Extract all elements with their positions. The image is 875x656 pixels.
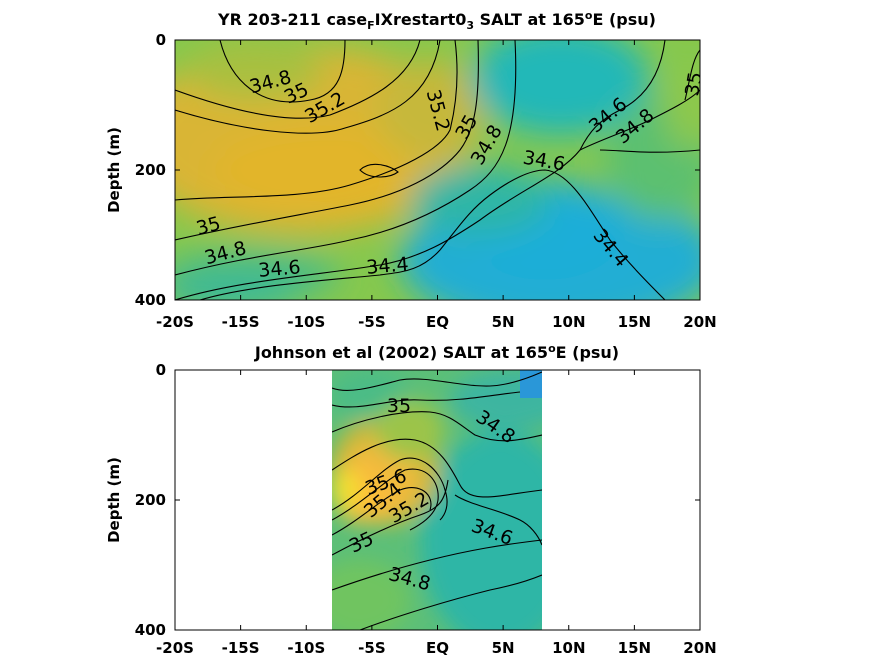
top-contour-label: 34.6 — [257, 256, 301, 282]
bottom-salinity-field: 35 34.8 35.6 35.4 35.2 35 34.6 34.8 — [332, 370, 542, 630]
x-tick-label: -10S — [287, 639, 325, 656]
top-salinity-field: 34.8 35 35.2 35.2 35 34.8 34.6 34.6 34.8… — [175, 40, 707, 300]
y-tick-label: 400 — [135, 621, 166, 639]
x-tick-label: 10N — [552, 313, 585, 331]
bottom-chart-title: Johnson et al (2002) SALT at 165oE (psu) — [254, 342, 619, 362]
x-tick-label: -15S — [222, 313, 260, 331]
bottom-y-axis-label: Depth (m) — [105, 457, 123, 543]
x-tick-label: -20S — [156, 639, 194, 656]
bottom-axis-ticks — [174, 369, 701, 631]
bottom-contour-label: 35 — [387, 395, 411, 417]
x-tick-label: 5N — [492, 639, 515, 656]
x-tick-label: EQ — [426, 639, 449, 656]
y-tick-label: 200 — [135, 161, 166, 179]
top-x-tick-labels: -20S -15S -10S -5S EQ 5N 10N 15N 20N — [156, 313, 717, 331]
x-tick-label: 20N — [683, 313, 716, 331]
x-tick-label: 5N — [492, 313, 515, 331]
x-tick-label: 15N — [618, 639, 651, 656]
top-chart-title: YR 203-211 caseFIXrestart03 SALT at 165o… — [217, 9, 656, 32]
x-tick-label: 20N — [683, 639, 716, 656]
x-tick-label: 10N — [552, 639, 585, 656]
x-tick-label: -15S — [222, 639, 260, 656]
y-tick-label: 200 — [135, 491, 166, 509]
top-axis-ticks — [174, 39, 701, 301]
y-tick-label: 0 — [156, 31, 166, 49]
x-tick-label: -20S — [156, 313, 194, 331]
top-contour-label: 34.4 — [365, 253, 409, 279]
top-y-axis-label: Depth (m) — [105, 127, 123, 213]
top-y-tick-labels: 0 200 400 — [135, 31, 166, 309]
bottom-contours — [332, 371, 542, 630]
x-tick-label: -10S — [287, 313, 325, 331]
bottom-x-tick-labels: -20S -15S -10S -5S EQ 5N 10N 15N 20N — [156, 639, 717, 656]
y-tick-label: 0 — [156, 361, 166, 379]
x-tick-label: -5S — [358, 313, 385, 331]
bottom-chart: Johnson et al (2002) SALT at 165oE (psu) — [105, 342, 717, 656]
top-contour-label: 35 — [681, 70, 707, 98]
bottom-y-tick-labels: 0 200 400 — [135, 361, 166, 639]
x-tick-label: EQ — [426, 313, 449, 331]
top-chart: YR 203-211 caseFIXrestart03 SALT at 165o… — [105, 9, 717, 331]
x-tick-label: -5S — [358, 639, 385, 656]
y-tick-label: 400 — [135, 291, 166, 309]
x-tick-label: 15N — [618, 313, 651, 331]
top-contours — [175, 40, 700, 300]
